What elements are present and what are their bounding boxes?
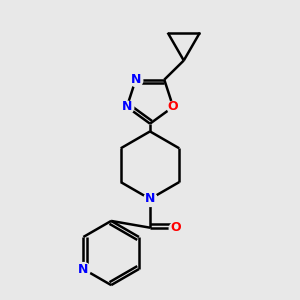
Text: N: N xyxy=(130,73,141,86)
Text: N: N xyxy=(122,100,132,113)
Text: O: O xyxy=(168,100,178,113)
Text: N: N xyxy=(78,262,88,276)
Text: N: N xyxy=(145,193,155,206)
Text: O: O xyxy=(170,221,181,234)
